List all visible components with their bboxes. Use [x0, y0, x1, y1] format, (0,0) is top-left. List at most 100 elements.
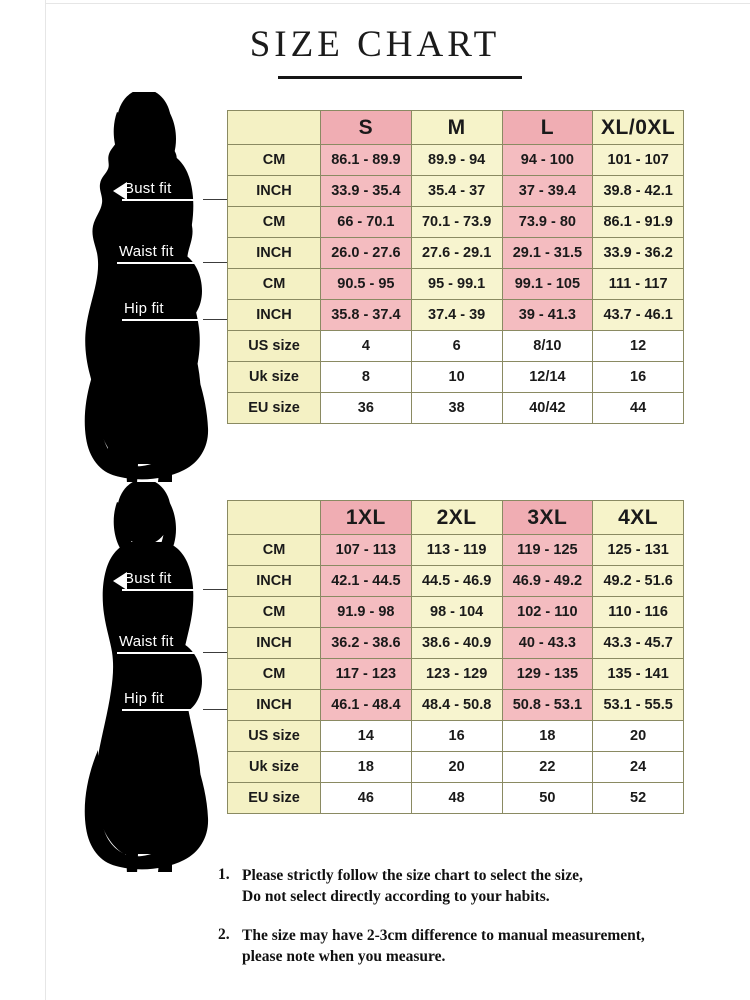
cell: 53.1 - 55.5 — [592, 689, 684, 721]
notes-section: 1. Please strictly follow the size chart… — [218, 866, 738, 986]
page-edge-top — [45, 3, 750, 4]
cell: 26.0 - 27.6 — [320, 237, 412, 269]
table-row: INCH 33.9 - 35.4 35.4 - 37 37 - 39.4 39.… — [227, 175, 684, 207]
cell: 16 — [592, 361, 684, 393]
note-number: 1. — [218, 866, 230, 883]
note-text: Please strictly follow the size chart to… — [242, 866, 583, 908]
note-line: please note when you measure. — [242, 947, 446, 965]
size-table-standard: S M L XL/0XL CM 86.1 - 89.9 89.9 - 94 94… — [227, 110, 684, 424]
cell: 10 — [410, 361, 503, 393]
waist-fit-label-1: Waist fit — [119, 243, 174, 260]
note-text: The size may have 2-3cm difference to ma… — [242, 926, 645, 968]
table-corner-cell — [227, 110, 321, 145]
hip-fit-label-2: Hip fit — [124, 690, 164, 707]
cell: 39.8 - 42.1 — [592, 175, 684, 207]
cell: 43.3 - 45.7 — [592, 627, 684, 659]
cell: 89.9 - 94 — [410, 144, 503, 176]
cell: 37.4 - 39 — [410, 299, 503, 331]
cell: 38.6 - 40.9 — [410, 627, 503, 659]
cell: 43.7 - 46.1 — [592, 299, 684, 331]
cell: 24 — [592, 751, 684, 783]
cell: 86.1 - 89.9 — [320, 144, 412, 176]
cell: 44 — [592, 392, 684, 424]
col-header-3xl: 3XL — [501, 500, 594, 535]
cell: 12 — [592, 330, 684, 362]
cell: 70.1 - 73.9 — [410, 206, 503, 238]
cell: 90.5 - 95 — [320, 268, 412, 300]
cell: 117 - 123 — [320, 658, 412, 690]
row-label: CM — [227, 144, 321, 176]
cell: 20 — [592, 720, 684, 752]
row-label: INCH — [227, 237, 321, 269]
female-silhouette-1 — [68, 92, 228, 482]
cell: 16 — [410, 720, 503, 752]
cell: 101 - 107 — [592, 144, 684, 176]
cell: 135 - 141 — [592, 658, 684, 690]
cell: 35.8 - 37.4 — [320, 299, 412, 331]
cell: 73.9 - 80 — [501, 206, 594, 238]
table-row: INCH 42.1 - 44.5 44.5 - 46.9 46.9 - 49.2… — [227, 565, 684, 597]
cell: 50 — [501, 782, 594, 814]
col-header-2xl: 2XL — [410, 500, 503, 535]
cell: 39 - 41.3 — [501, 299, 594, 331]
female-silhouette-2 — [68, 482, 228, 872]
cell: 33.9 - 36.2 — [592, 237, 684, 269]
page-title-wrap: SIZE CHART — [0, 26, 750, 63]
table-row: EU size 46 48 50 52 — [227, 782, 684, 814]
waist-fit-rule-2 — [117, 652, 204, 654]
row-label: CM — [227, 534, 321, 566]
table-row: CM 90.5 - 95 95 - 99.1 99.1 - 105 111 - … — [227, 268, 684, 300]
cell: 52 — [592, 782, 684, 814]
hip-fit-rule-2 — [122, 709, 204, 711]
cell: 18 — [501, 720, 594, 752]
note-line: Do not select directly according to your… — [242, 887, 550, 905]
cell: 20 — [410, 751, 503, 783]
cell: 49.2 - 51.6 — [592, 565, 684, 597]
table-row: INCH 26.0 - 27.6 27.6 - 29.1 29.1 - 31.5… — [227, 237, 684, 269]
bust-fit-label-1: Bust fit — [124, 180, 172, 197]
cell: 38 — [410, 392, 503, 424]
col-header-4xl: 4XL — [592, 500, 684, 535]
table-row: US size 14 16 18 20 — [227, 720, 684, 752]
hip-fit-rule-1 — [122, 319, 204, 321]
note-item-1: 1. Please strictly follow the size chart… — [218, 866, 738, 908]
table-row: US size 4 6 8/10 12 — [227, 330, 684, 362]
col-header-s: S — [320, 110, 412, 145]
col-header-1xl: 1XL — [320, 500, 412, 535]
table-row: Uk size 18 20 22 24 — [227, 751, 684, 783]
row-label: INCH — [227, 689, 321, 721]
title-underline — [278, 76, 522, 79]
cell: 86.1 - 91.9 — [592, 206, 684, 238]
waist-fit-label-2: Waist fit — [119, 633, 174, 650]
cell: 48 — [410, 782, 503, 814]
note-line: Please strictly follow the size chart to… — [242, 867, 583, 884]
row-label: Uk size — [227, 361, 321, 393]
cell: 27.6 - 29.1 — [410, 237, 503, 269]
bust-fit-arrow-2 — [113, 572, 127, 590]
cell: 50.8 - 53.1 — [501, 689, 594, 721]
row-label: CM — [227, 268, 321, 300]
note-number: 2. — [218, 925, 230, 943]
cell: 36.2 - 38.6 — [320, 627, 412, 659]
row-label: CM — [227, 206, 321, 238]
cell: 12/14 — [501, 361, 594, 393]
col-header-xl: XL/0XL — [592, 110, 684, 145]
cell: 37 - 39.4 — [501, 175, 594, 207]
cell: 44.5 - 46.9 — [410, 565, 503, 597]
cell: 22 — [501, 751, 594, 783]
cell: 46.9 - 49.2 — [501, 565, 594, 597]
row-label: EU size — [227, 392, 321, 424]
table-header-row: 1XL 2XL 3XL 4XL — [227, 500, 684, 535]
table-row: CM 117 - 123 123 - 129 129 - 135 135 - 1… — [227, 658, 684, 690]
row-label: CM — [227, 596, 321, 628]
note-line: The size may have 2-3cm difference to ma… — [242, 926, 645, 944]
cell: 111 - 117 — [592, 268, 684, 300]
table-row: CM 107 - 113 113 - 119 119 - 125 125 - 1… — [227, 534, 684, 566]
row-label: US size — [227, 330, 321, 362]
table-header-row: S M L XL/0XL — [227, 110, 684, 145]
cell: 129 - 135 — [501, 658, 594, 690]
table-row: INCH 36.2 - 38.6 38.6 - 40.9 40 - 43.3 4… — [227, 627, 684, 659]
cell: 40/42 — [501, 392, 594, 424]
col-header-m: M — [410, 110, 503, 145]
cell: 48.4 - 50.8 — [410, 689, 503, 721]
